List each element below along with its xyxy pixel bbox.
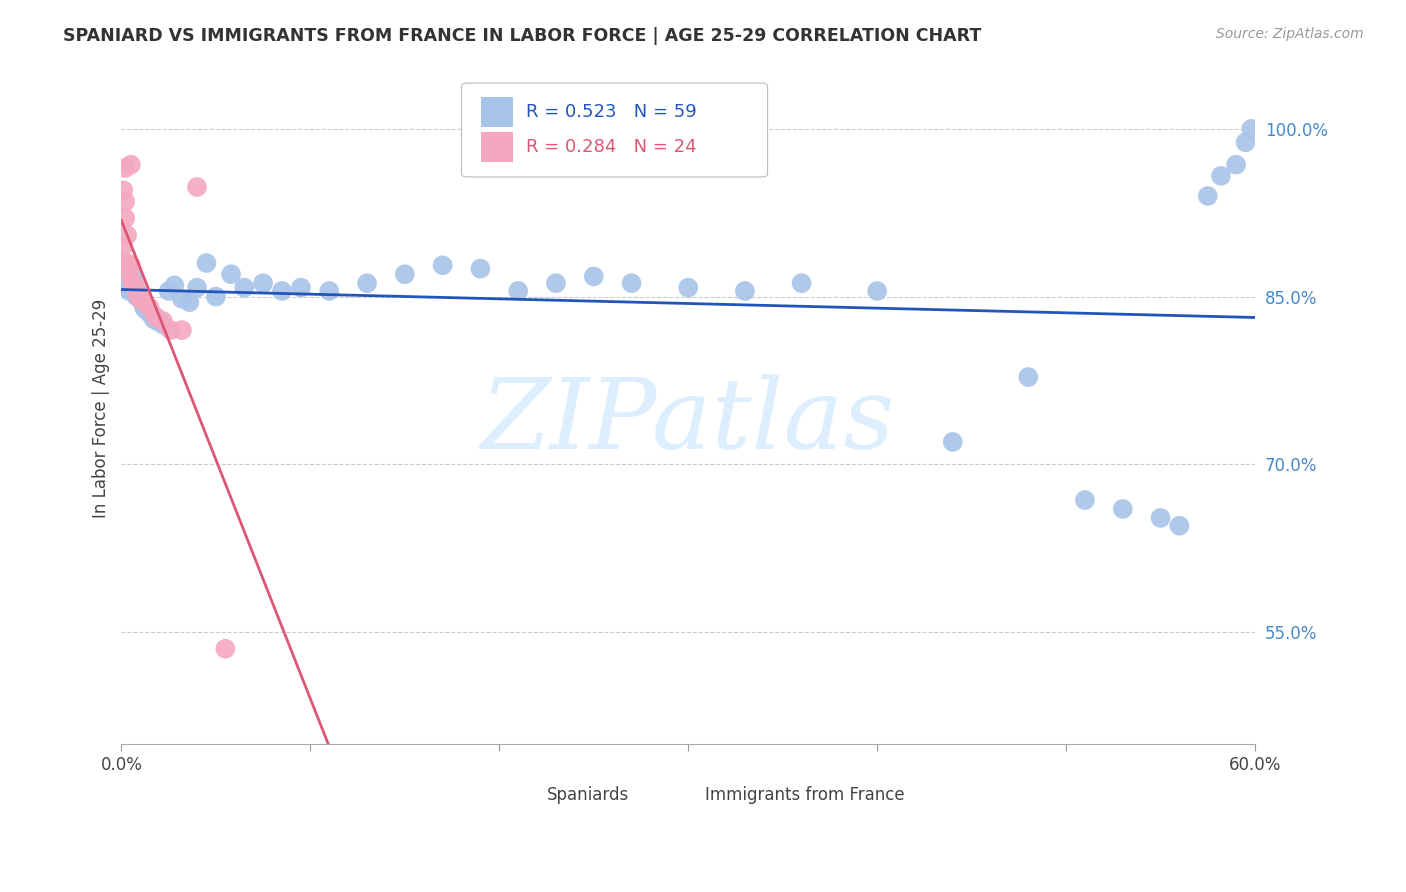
- Point: [1074, 493, 1097, 508]
- Point: [219, 267, 242, 281]
- Text: Immigrants from France: Immigrants from France: [706, 787, 905, 805]
- Point: [120, 258, 142, 272]
- Point: [356, 276, 378, 290]
- Point: [115, 228, 138, 243]
- Text: R = 0.523   N = 59: R = 0.523 N = 59: [526, 103, 697, 121]
- Point: [942, 434, 965, 449]
- Point: [135, 303, 157, 318]
- FancyBboxPatch shape: [506, 782, 538, 809]
- Point: [114, 161, 136, 175]
- Point: [1234, 136, 1257, 150]
- Point: [145, 310, 167, 324]
- Point: [1240, 121, 1263, 136]
- Point: [318, 284, 340, 298]
- Point: [170, 292, 193, 306]
- Point: [114, 194, 136, 209]
- Point: [152, 314, 174, 328]
- Point: [432, 258, 454, 272]
- Point: [152, 318, 174, 332]
- Point: [125, 289, 148, 303]
- Point: [252, 276, 274, 290]
- Point: [115, 276, 138, 290]
- Point: [129, 292, 152, 306]
- Point: [233, 280, 256, 294]
- Point: [125, 283, 148, 297]
- Point: [127, 289, 149, 303]
- Point: [470, 261, 492, 276]
- Text: Source: ZipAtlas.com: Source: ZipAtlas.com: [1216, 27, 1364, 41]
- Point: [121, 280, 143, 294]
- Point: [118, 267, 141, 281]
- Point: [1225, 158, 1247, 172]
- Point: [139, 301, 162, 315]
- Point: [1168, 518, 1191, 533]
- Point: [508, 284, 530, 298]
- Point: [214, 641, 236, 656]
- Point: [195, 256, 218, 270]
- Point: [142, 312, 165, 326]
- Point: [734, 284, 756, 298]
- Point: [1112, 502, 1135, 516]
- Point: [1209, 169, 1232, 183]
- Point: [271, 284, 294, 298]
- Point: [179, 295, 201, 310]
- Point: [118, 258, 141, 272]
- Point: [118, 269, 141, 284]
- Point: [121, 276, 143, 290]
- Point: [115, 256, 138, 270]
- Point: [120, 276, 142, 290]
- Point: [139, 306, 162, 320]
- Point: [125, 284, 148, 298]
- FancyBboxPatch shape: [461, 83, 768, 177]
- Point: [129, 292, 152, 306]
- Point: [114, 211, 136, 226]
- Point: [112, 239, 135, 253]
- Point: [544, 276, 567, 290]
- Point: [121, 267, 143, 281]
- Point: [124, 278, 146, 293]
- Point: [186, 280, 208, 294]
- FancyBboxPatch shape: [481, 97, 513, 127]
- Point: [790, 276, 813, 290]
- Point: [676, 280, 699, 294]
- Point: [1017, 370, 1039, 384]
- Point: [157, 284, 180, 298]
- Point: [120, 261, 142, 276]
- Point: [118, 284, 141, 298]
- Point: [186, 180, 208, 194]
- Point: [163, 278, 186, 293]
- FancyBboxPatch shape: [481, 132, 513, 161]
- Point: [170, 323, 193, 337]
- Point: [112, 261, 135, 276]
- Point: [205, 289, 228, 303]
- Point: [1149, 511, 1171, 525]
- Y-axis label: In Labor Force | Age 25-29: In Labor Force | Age 25-29: [93, 299, 110, 518]
- Point: [159, 323, 181, 337]
- Point: [394, 267, 416, 281]
- Point: [115, 280, 138, 294]
- Point: [120, 158, 142, 172]
- Point: [127, 289, 149, 303]
- Point: [131, 295, 153, 310]
- Point: [1197, 189, 1219, 203]
- Point: [114, 267, 136, 281]
- Text: R = 0.284   N = 24: R = 0.284 N = 24: [526, 137, 697, 156]
- Point: [146, 314, 169, 328]
- FancyBboxPatch shape: [665, 782, 697, 809]
- Point: [582, 269, 605, 284]
- Text: Spaniards: Spaniards: [547, 787, 628, 805]
- Point: [290, 280, 312, 294]
- Text: ZIPatlas: ZIPatlas: [481, 374, 896, 469]
- Point: [132, 301, 155, 315]
- Text: SPANIARD VS IMMIGRANTS FROM FRANCE IN LABOR FORCE | AGE 25-29 CORRELATION CHART: SPANIARD VS IMMIGRANTS FROM FRANCE IN LA…: [63, 27, 981, 45]
- Point: [866, 284, 889, 298]
- Point: [112, 183, 135, 197]
- Point: [132, 295, 155, 310]
- Point: [124, 284, 146, 298]
- Point: [620, 276, 643, 290]
- Point: [124, 276, 146, 290]
